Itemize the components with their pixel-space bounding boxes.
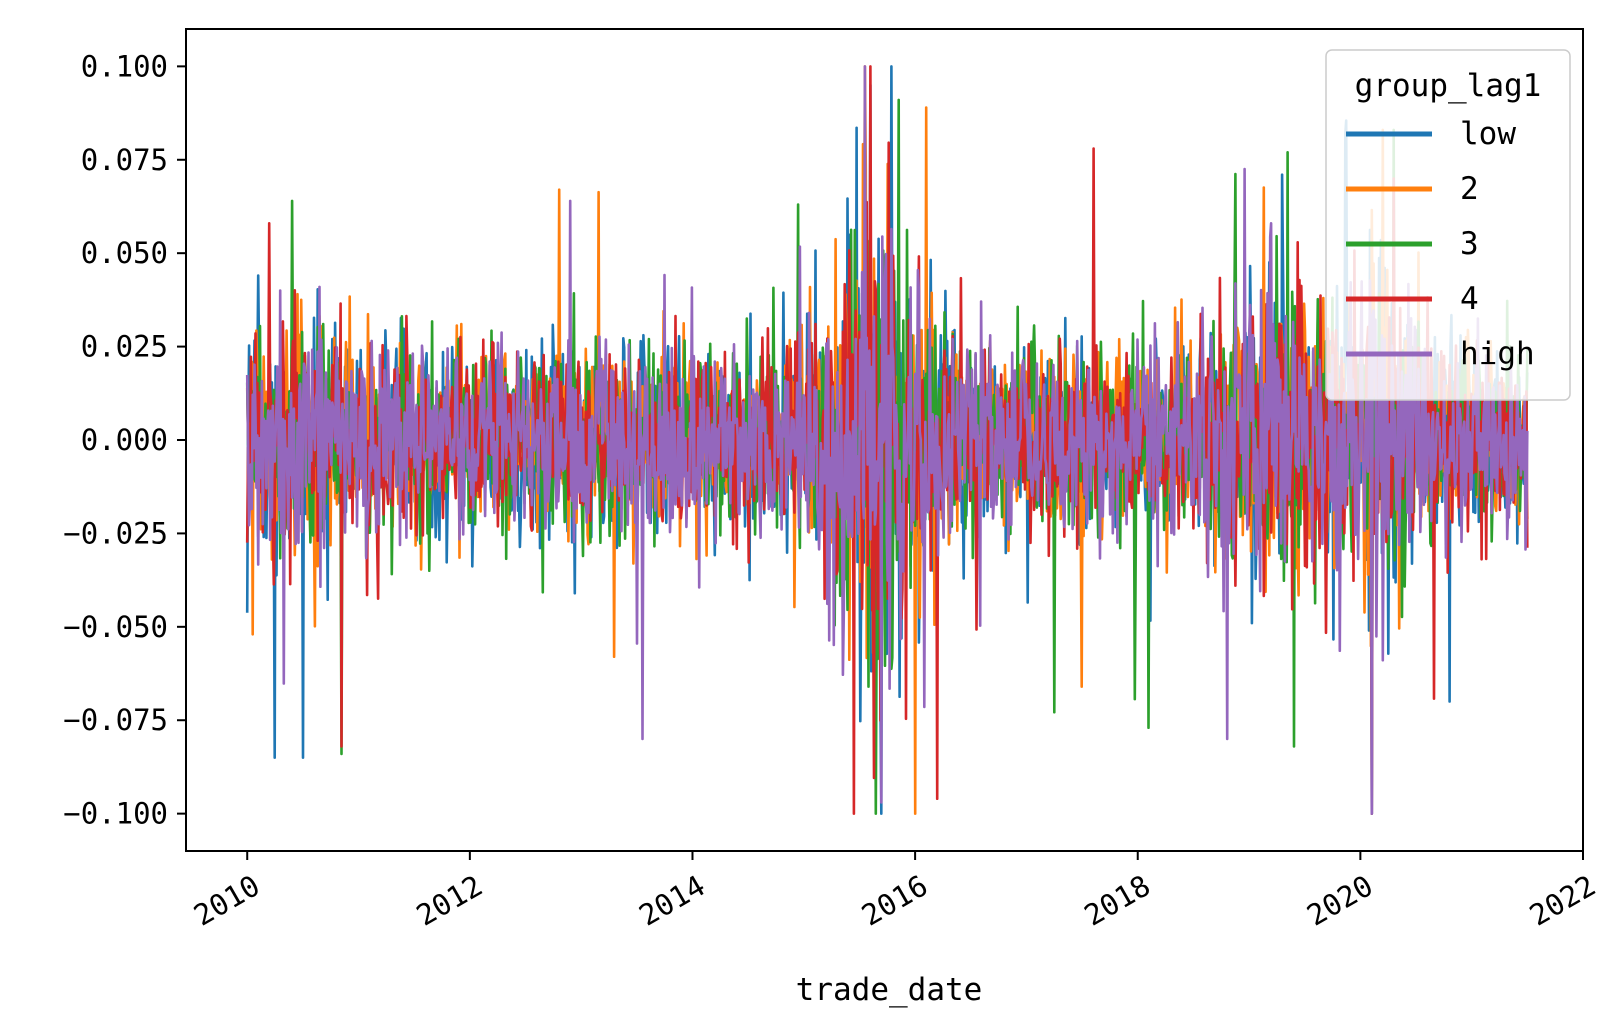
y-tick-label: −0.075 <box>63 703 168 737</box>
legend-entries: low 2 3 4 high <box>1346 116 1535 372</box>
legend-label-4: 4 <box>1460 281 1479 317</box>
legend-box <box>1325 49 1571 401</box>
legend-title: group_lag1 <box>1355 68 1542 104</box>
series-layer <box>245 65 1529 815</box>
legend: group_lag1 low 2 3 4 high <box>1325 49 1571 401</box>
legend-label-2: 2 <box>1460 171 1479 207</box>
y-tick-label: −0.025 <box>63 516 168 550</box>
legend-label-high: high <box>1460 336 1535 372</box>
y-tick-label: 0.075 <box>81 143 168 177</box>
y-tick-label: 0.000 <box>81 423 168 457</box>
y-tick-label: 0.025 <box>81 330 168 364</box>
series-line-high <box>245 65 1529 815</box>
y-tick-label: 0.100 <box>81 49 168 83</box>
y-axis: −0.100 −0.075 −0.050 −0.025 0.000 0.025 0.050 0… <box>63 49 186 831</box>
legend-label-3: 3 <box>1460 226 1479 262</box>
legend-label-low: low <box>1460 116 1516 152</box>
y-tick-label: −0.100 <box>63 797 168 831</box>
y-tick-label: −0.050 <box>63 610 168 644</box>
x-axis-title: trade_date <box>796 972 983 1008</box>
y-tick-label: 0.050 <box>81 236 168 270</box>
